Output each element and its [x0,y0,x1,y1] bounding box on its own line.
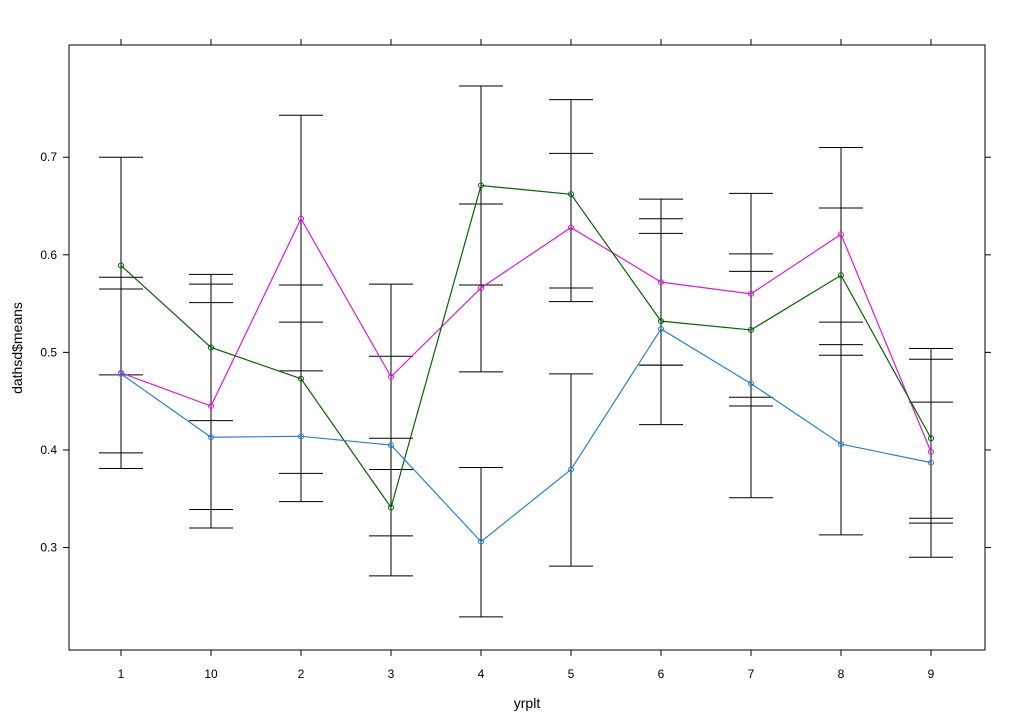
data-point [208,344,214,351]
x-axis-label: yrplt [514,695,541,711]
series-line [120,328,932,543]
x-tick-label: 5 [568,667,575,681]
data-point [208,403,214,410]
plot-frame [68,44,986,651]
x-tick-label: 10 [204,667,218,681]
data-point [298,375,304,382]
x-tick-label: 2 [298,667,305,681]
data-point [838,272,844,279]
x-tick-label: 8 [838,667,845,681]
y-tick-label: 0.7 [40,150,57,164]
x-tick-label: 1 [118,667,125,681]
x-tick-label: 6 [658,667,665,681]
data-point [658,325,664,332]
x-tick-label: 7 [748,667,755,681]
data-point [478,284,484,291]
data-point [478,182,484,189]
data-point [208,434,214,441]
data-point [388,442,394,449]
data-point [748,290,754,297]
data-point [298,433,304,440]
axis-ticks [63,39,991,656]
data-point [568,191,574,198]
x-tick-label: 9 [928,667,935,681]
data-point [838,231,844,238]
series-line [120,217,932,453]
data-point [478,538,484,545]
y-tick-label: 0.6 [40,248,57,262]
data-point [928,435,934,442]
data-point [388,373,394,380]
series-points [118,182,934,545]
data-point [298,215,304,222]
data-point [118,370,124,377]
data-point [568,224,574,231]
x-tick-label: 4 [478,667,485,681]
data-point [118,262,124,269]
data-point [838,441,844,448]
x-tick-label: 3 [388,667,395,681]
series-line [120,184,932,509]
series-lines [120,184,932,543]
error-bars [99,85,953,618]
data-point [928,459,934,466]
data-point [658,318,664,325]
data-point [388,504,394,511]
tick-labels: 1 10 2 3 4 5 6 7 8 9 0.3 0.4 0.5 0.6 0.7 [40,150,934,681]
y-axis-label: dathsd$means [9,302,25,394]
data-point [748,380,754,387]
data-point [748,326,754,333]
y-tick-label: 0.4 [40,443,57,457]
y-tick-label: 0.5 [40,345,57,359]
data-point [928,448,934,455]
data-point [568,466,574,473]
data-point [658,279,664,286]
y-tick-label: 0.3 [40,541,57,555]
